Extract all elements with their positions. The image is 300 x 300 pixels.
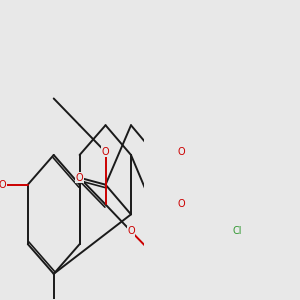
Text: Cl: Cl (232, 226, 242, 236)
Text: O: O (177, 147, 185, 157)
Text: O: O (76, 173, 83, 183)
Text: O: O (0, 180, 7, 190)
Text: O: O (177, 200, 185, 209)
Text: O: O (102, 147, 110, 157)
Text: O: O (127, 226, 135, 236)
